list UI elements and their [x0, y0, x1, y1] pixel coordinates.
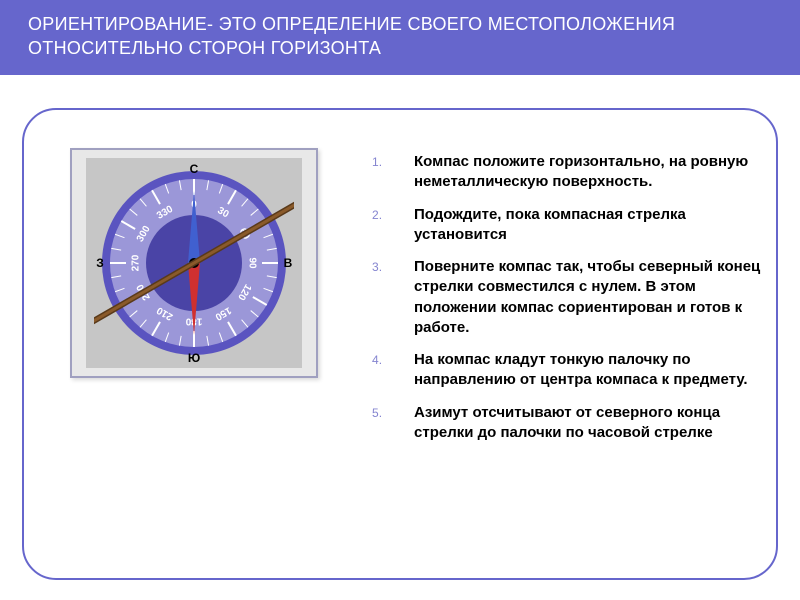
- svg-text:В: В: [284, 256, 293, 270]
- instruction-item: Азимут отсчитывают от северного конца ст…: [372, 403, 762, 444]
- svg-text:270: 270: [131, 254, 142, 271]
- svg-text:90: 90: [247, 257, 258, 269]
- instruction-item: Компас положите горизонтально, на ровную…: [372, 152, 762, 193]
- svg-text:С: С: [190, 163, 199, 176]
- compass-illustration: 0306090120150180210240270300330СВЮЗ: [70, 148, 318, 378]
- instructions-list: Компас положите горизонтально, на ровную…: [372, 152, 762, 443]
- instructions-area: Компас положите горизонтально, на ровную…: [372, 152, 762, 455]
- instruction-item: Подождите, пока компасная стрелка устано…: [372, 205, 762, 246]
- compass-icon: 0306090120150180210240270300330СВЮЗ: [94, 163, 294, 363]
- instruction-item: На компас кладут тонкую палочку по напра…: [372, 350, 762, 391]
- svg-text:Ю: Ю: [188, 351, 200, 363]
- svg-text:З: З: [96, 256, 104, 270]
- slide-title: ОРИЕНТИРОВАНИЕ- ЭТО ОПРЕДЕЛЕНИЕ СВОЕГО М…: [28, 14, 675, 58]
- compass-inner-box: 0306090120150180210240270300330СВЮЗ: [86, 158, 302, 368]
- instruction-item: Поверните компас так, чтобы северный кон…: [372, 257, 762, 338]
- slide-header: ОРИЕНТИРОВАНИЕ- ЭТО ОПРЕДЕЛЕНИЕ СВОЕГО М…: [0, 0, 800, 75]
